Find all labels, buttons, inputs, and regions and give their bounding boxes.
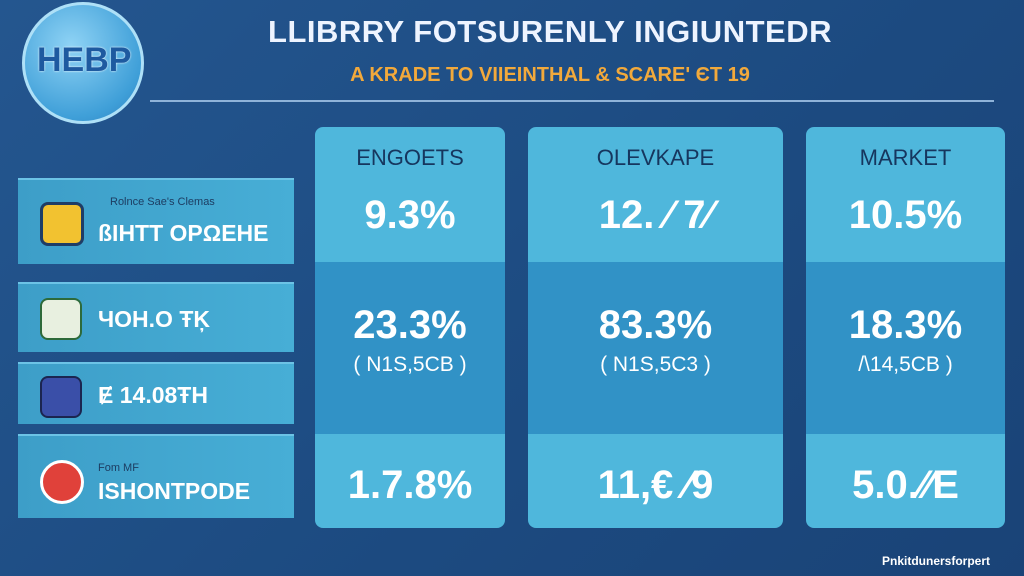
band [315,262,505,434]
row-label: ISHONTPODE [98,478,251,504]
icon [40,460,84,504]
card-header: MARKET [859,145,952,170]
footer: Pnkitdunersforpert [881,554,990,568]
title: LLIBRRY FOTSURENLY INGIUNTEDR [268,14,832,49]
icon [40,376,82,418]
row-label: ßIHTT OPΩEHE [98,220,269,246]
card-value: 1.7.8% [347,463,473,507]
logo-text: HEBP [37,41,132,79]
card-value: 18.3% [848,303,963,347]
card-value: 9.3% [364,193,456,237]
card-note: /\14,5CB ) [858,353,953,376]
subtitle: A KRADE TO VIIEINTHAL & SCARE' ЄT 19 [350,64,750,86]
card: OLEVKAPE 12. ⁄ 7⁄ 83.3% ( N1S,5C3 ) 11,€… [528,127,783,528]
card-header: OLEVKAPE [596,145,715,170]
card-note: ( N1S,5C3 ) [600,353,711,376]
row-label: Ɇ 14.08ŦH [98,382,208,408]
band [528,262,783,434]
card-value: 12. ⁄ 7⁄ [598,193,713,237]
band [806,262,1005,434]
card-note: ( N1S,5CB ) [353,353,467,376]
card-value: 5.0.⁄⁄E [852,463,959,507]
row: ЧOH.O ŦĶ [18,282,294,352]
row: Fom MF ISHONTPODE [18,434,294,518]
row: Ɇ 14.08ŦH [18,362,294,424]
card-value: 23.3% [353,303,467,347]
row: Rolnce Sae's Clemas ßIHTT OPΩEHE [18,178,294,264]
card: MARKET 10.5% 18.3% /\14,5CB ) 5.0.⁄⁄E [806,127,1005,528]
row-caption: Rolnce Sae's Clemas [110,196,215,208]
card-value: 83.3% [598,303,713,347]
icon [40,202,84,246]
card-header: ENGOETS [356,145,464,170]
card-value: 11,€ ⁄9 [597,463,714,507]
divider [150,100,994,102]
icon [40,298,82,340]
card: ENGOETS 9.3% 23.3% ( N1S,5CB ) 1.7.8% [315,127,505,528]
logo: HEBP [22,2,144,124]
row-caption: Fom MF [98,462,139,474]
row-label: ЧOH.O ŦĶ [98,306,210,332]
card-value: 10.5% [848,193,963,237]
